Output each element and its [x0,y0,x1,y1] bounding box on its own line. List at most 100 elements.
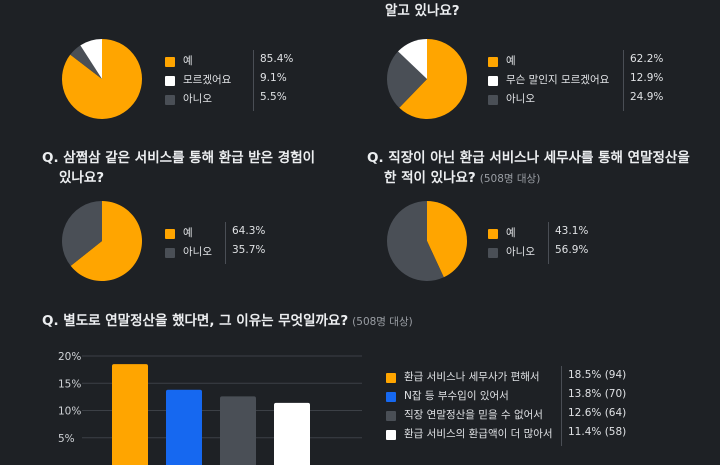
pie-slice-q1-1 [80,39,102,79]
pie-chart-q4 [387,201,467,281]
pie-slice-q1-2 [70,45,102,79]
legend-q2: 예 62.2% 무슨 말인지 모르겠어요 12.9% 아니오 24.9% [488,50,670,111]
legend-swatch [386,430,396,440]
legend-q3: 예 64.3% 아니오 35.7% [165,222,270,264]
legend-label: 모르겠어요 [183,74,232,86]
bar-chart-q5: 20% 15% 10% 5% [58,351,362,465]
legend-swatch [488,57,498,67]
legend-label: 예 [183,55,193,67]
legend-value: 13.8% (70) [568,388,627,400]
pie-slice-q2-0 [399,39,467,120]
q5-title-text: Q. 별도로 연말정산을 했다면, 그 이유는 무엇일까요? [42,313,349,329]
legend-label: 아니오 [183,246,212,258]
q2-title: 알고 있나요? [385,3,460,19]
q3-title-line1: Q. 삼쩜삼 같은 서비스를 통해 환급 받은 경험이 [42,150,316,166]
y-tick-label: 15% [58,378,81,390]
legend-swatch [165,248,175,258]
q4-sample-size: (508명 대상) [479,173,541,185]
q4-title-line2: 한 적이 있나요? [384,170,476,186]
legend-swatch [386,373,396,383]
legend-item-q5-0: 환급 서비스나 세무사가 편해서 18.5% (94) [386,368,696,387]
pie-slice-q1-0 [62,39,143,119]
legend-swatch [165,76,175,86]
legend-value: 35.7% [232,244,266,256]
legend-label: 환급 서비스의 환급액이 더 많아서 [404,428,553,440]
legend-q4: 예 43.1% 아니오 56.9% [488,222,593,264]
pie-chart-q1 [62,39,143,119]
q5-title: Q. 별도로 연말정산을 했다면, 그 이유는 무엇일까요? (508명 대상) [42,311,413,332]
bar-0 [112,364,148,465]
bar-3 [274,402,310,465]
legend-label: N잡 등 부수입이 있어서 [404,390,509,402]
legend-label: 직장 연말정산을 믿을 수 없어서 [404,409,543,421]
legend-value: 56.9% [555,244,589,256]
pie-slice-q2-2 [387,51,427,108]
legend-divider [225,222,226,264]
pie-slice-q3-0 [70,201,142,281]
legend-label: 아니오 [183,93,212,105]
pie-slice-q3-1 [61,201,102,266]
pie-chart-q2 [387,39,467,120]
pie-slice-q2-1 [398,39,427,79]
legend-label: 예 [506,55,516,67]
legend-swatch [165,229,175,239]
legend-value: 5.5% [260,91,287,103]
q3-title: Q. 삼쩜삼 같은 서비스를 통해 환급 받은 경험이 있나요? [42,148,315,188]
legend-item-q2-0: 예 62.2% [488,52,670,71]
legend-q5: 환급 서비스나 세무사가 편해서 18.5% (94) N잡 등 부수입이 있어서 1… [386,366,696,446]
legend-value: 24.9% [630,91,664,103]
q3-title-line2: 있나요? [59,170,105,186]
legend-label: 무슨 말인지 모르겠어요 [506,74,610,86]
legend-swatch [165,95,175,105]
legend-swatch [488,229,498,239]
legend-value: 64.3% [232,225,266,237]
legend-value: 12.6% (64) [568,407,627,419]
legend-item-q5-3: 환급 서비스의 환급액이 더 많아서 11.4% (58) [386,425,696,444]
legend-value: 9.1% [260,72,287,84]
legend-item-q2-1: 무슨 말인지 모르겠어요 12.9% [488,71,670,90]
legend-swatch [488,95,498,105]
legend-swatch [488,76,498,86]
legend-swatch [165,57,175,67]
legend-value: 18.5% (94) [568,369,627,381]
legend-item-q4-1: 아니오 56.9% [488,243,593,262]
q4-title: Q. 직장이 아닌 환급 서비스나 세무사를 통해 연말정산을 한 적이 있나요… [367,148,690,189]
bar-1 [166,389,202,465]
legend-swatch [488,248,498,258]
legend-item-q3-1: 아니오 35.7% [165,243,270,262]
legend-value: 85.4% [260,53,294,65]
legend-item-q4-0: 예 43.1% [488,224,593,243]
q4-title-line1: Q. 직장이 아닌 환급 서비스나 세무사를 통해 연말정산을 [367,150,690,166]
legend-value: 62.2% [630,53,664,65]
legend-q1: 예 85.4% 모르겠어요 9.1% 아니오 5.5% [165,50,295,111]
pie-slice-q4-1 [387,201,444,281]
legend-item-q5-2: 직장 연말정산을 믿을 수 없어서 12.6% (64) [386,406,696,425]
legend-value: 11.4% (58) [568,426,627,438]
legend-item-q2-2: 아니오 24.9% [488,90,670,109]
pie-chart-q3 [61,201,142,281]
legend-swatch [386,392,396,402]
q5-sample-size: (508명 대상) [352,316,413,328]
legend-label: 아니오 [506,93,535,105]
legend-value: 12.9% [630,72,664,84]
legend-item-q1-2: 아니오 5.5% [165,90,295,109]
legend-label: 환급 서비스나 세무사가 편해서 [404,371,540,383]
legend-item-q5-1: N잡 등 부수입이 있어서 13.8% (70) [386,387,696,406]
legend-label: 아니오 [506,246,535,258]
legend-item-q1-0: 예 85.4% [165,52,295,71]
legend-item-q1-1: 모르겠어요 9.1% [165,71,295,90]
legend-divider [253,50,254,111]
bar-2 [220,396,256,465]
pie-slice-q4-0 [427,201,467,278]
legend-item-q3-0: 예 64.3% [165,224,270,243]
legend-divider [623,50,624,111]
legend-divider [548,222,549,264]
y-tick-label: 10% [58,406,81,418]
legend-swatch [386,411,396,421]
legend-label: 예 [183,227,193,239]
legend-divider [561,366,562,446]
y-tick-label: 20% [58,351,81,363]
legend-label: 예 [506,227,516,239]
y-tick-label: 5% [58,433,75,445]
legend-value: 43.1% [555,225,589,237]
